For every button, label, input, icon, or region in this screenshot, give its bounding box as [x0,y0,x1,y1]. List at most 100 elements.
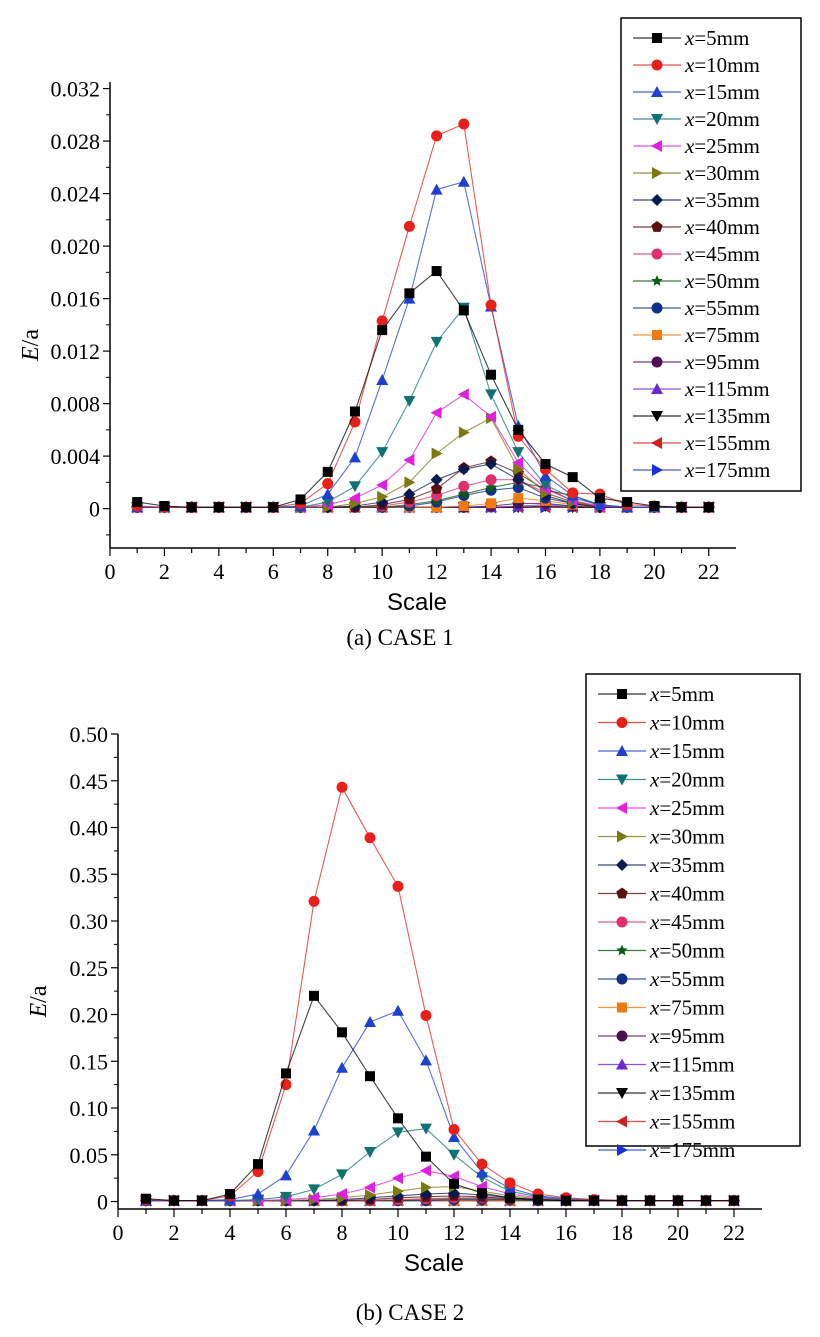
x-tick-label: 12 [426,559,448,584]
x-tick-label: 20 [667,1220,689,1245]
y-tick-label: 0 [97,1190,108,1215]
legend-marker [651,383,663,394]
legend-item: x=45mm [633,242,760,266]
y-tick-label: 0.10 [70,1096,109,1121]
data-point [457,175,470,187]
y-tick-label: 0 [89,497,100,522]
x-axis-title: Scale [404,1250,464,1277]
legend-item: x=10mm [633,53,760,77]
legend-item: x=15mm [598,739,725,763]
y-tick-label: 0.028 [51,129,101,154]
data-point [268,502,279,513]
data-point [448,1131,460,1143]
data-point [476,1158,488,1170]
data-point [376,373,389,385]
legend-marker [617,689,627,699]
x-tick-label: 4 [225,1220,236,1245]
data-point [458,500,469,511]
legend-marker [651,437,662,449]
data-point [365,1188,376,1201]
legend-item: x=95mm [633,350,760,374]
x-tick-label: 20 [643,559,665,584]
legend-label: x=95mm [649,1024,725,1048]
legend-label: x=15mm [684,80,760,104]
chart-case-1: 0 2 4 6 8 10 12 14 16 18 20 22 0 0.004 0.008 0.012 0.016… [18,17,802,650]
legend-label: x=135mm [684,404,770,428]
data-point [458,305,469,316]
legend-label: x=30mm [649,825,725,849]
data-point [404,476,416,489]
legend-marker [616,973,628,985]
data-point [403,220,415,232]
legend-marker [616,944,628,956]
legend-marker [651,411,663,422]
series-5mm [132,266,714,513]
data-point [430,183,443,195]
figure-caption: (b) CASE 2 [356,1300,465,1325]
data-point [336,1169,348,1181]
data-point [449,1178,459,1189]
data-point [567,487,579,499]
data-point [593,498,606,510]
data-point [364,1146,376,1158]
legend-label: x=175mm [684,458,770,482]
legend-item: x=25mm [598,796,725,820]
legend-marker [616,1115,627,1128]
data-point [403,488,416,501]
legend-label: x=20mm [649,768,725,792]
legend-marker [617,1002,627,1013]
legend-marker [652,464,663,476]
y-axis-title: E/a [18,329,44,362]
data-point [420,1188,432,1201]
data-point [458,426,470,439]
y-tick-label: 0.012 [51,339,101,364]
data-point [594,493,605,504]
data-point [308,1184,320,1196]
legend-label: x=75mm [684,323,760,347]
data-point [430,482,443,494]
data-point [197,1195,207,1206]
legend-marker [651,302,663,314]
data-point [458,480,470,492]
legend-label: x=45mm [649,910,725,934]
data-point [392,1127,404,1139]
legend-item: x=45mm [598,910,725,934]
data-point [364,832,376,844]
legend-item: x=175mm [598,1138,735,1162]
legend-label: x=55mm [649,967,725,991]
data-point [617,1195,627,1206]
data-point [393,1113,403,1124]
legend-item: x=35mm [598,853,725,877]
data-point [458,118,470,130]
x-tick-label: 2 [169,1220,180,1245]
x-tick-label: 12 [443,1220,465,1245]
data-point [349,497,361,510]
data-point [336,1061,348,1073]
legend-marker [617,830,628,843]
legend-marker [616,1058,628,1070]
data-point [376,447,389,459]
data-point [676,502,687,513]
x-tick-label: 16 [555,1220,577,1245]
legend-item: x=95mm [598,1024,725,1048]
data-point [403,395,416,407]
data-point [420,1164,431,1177]
data-point [703,502,714,513]
x-tick-label: 0 [113,1220,124,1245]
data-point [645,1195,655,1206]
legend-marker [651,221,663,232]
data-point [486,498,497,509]
figure-caption: (a) CASE 1 [346,625,453,650]
data-point [225,1189,235,1200]
legend-label: x=35mm [649,853,725,877]
legend-label: x=25mm [684,134,760,158]
legend-label: x=25mm [649,796,725,820]
data-point [448,1149,460,1161]
legend-marker [651,248,663,260]
x-tick-label: 10 [371,559,393,584]
data-point [348,451,361,463]
data-point [404,288,415,299]
legend-label: x=155mm [684,431,770,455]
data-point [364,1015,376,1027]
